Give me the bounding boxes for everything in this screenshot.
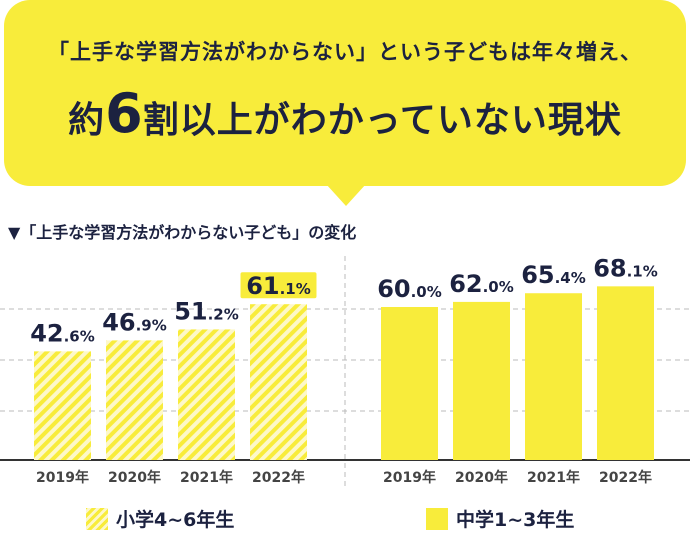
value-label: 68.1% xyxy=(593,254,658,282)
headline-number: 6 xyxy=(105,82,143,145)
x-tick-label: 2020年 xyxy=(108,469,161,486)
x-tick-label: 2019年 xyxy=(36,469,89,486)
headline-mid: 割 xyxy=(142,100,180,141)
bar xyxy=(250,304,307,460)
chart-title: ▼「上手な学習方法がわからない子ども」の変化 xyxy=(8,223,357,242)
x-tick-label: 2022年 xyxy=(252,469,305,486)
legend-swatch-hatched xyxy=(86,507,108,530)
headline-pointer xyxy=(326,184,366,206)
bar xyxy=(106,340,163,460)
legend-elementary: 小学4~6年生 xyxy=(86,505,234,532)
bar xyxy=(597,286,654,460)
value-label: 46.9% xyxy=(102,308,167,336)
legend-label-elementary: 小学4~6年生 xyxy=(116,509,235,531)
headline-prefix: 約 xyxy=(68,100,106,141)
value-label-highlight xyxy=(240,272,317,299)
value-label: 61.1% xyxy=(246,272,311,300)
bar xyxy=(178,329,235,460)
bar xyxy=(453,301,510,460)
x-tick-label: 2022年 xyxy=(599,469,652,486)
value-label: 65.4% xyxy=(521,261,586,289)
legend-junior: 中学1~3年生 xyxy=(426,505,574,532)
headline-line1: 「上手な学習方法がわからない」という子どもは年々増え、 xyxy=(48,40,642,64)
bar xyxy=(381,307,438,460)
x-tick-label: 2021年 xyxy=(527,469,580,486)
legend-swatch-solid xyxy=(426,507,448,530)
x-tick-label: 2019年 xyxy=(383,469,436,486)
x-tick-label: 2021年 xyxy=(180,469,233,486)
value-label: 42.6% xyxy=(30,319,95,347)
bar xyxy=(525,293,582,460)
headline-suffix: 以上がわかっていない現状 xyxy=(179,100,622,141)
value-label: 51.2% xyxy=(174,297,239,325)
legend-label-junior: 中学1~3年生 xyxy=(456,509,575,531)
value-label: 60.0% xyxy=(377,275,442,303)
value-label: 62.0% xyxy=(449,270,514,298)
headline-banner xyxy=(4,0,686,186)
headline-line2: 約6割以上がわかっていない現状 xyxy=(0,84,690,157)
x-tick-label: 2020年 xyxy=(455,469,508,486)
bar xyxy=(34,351,91,460)
